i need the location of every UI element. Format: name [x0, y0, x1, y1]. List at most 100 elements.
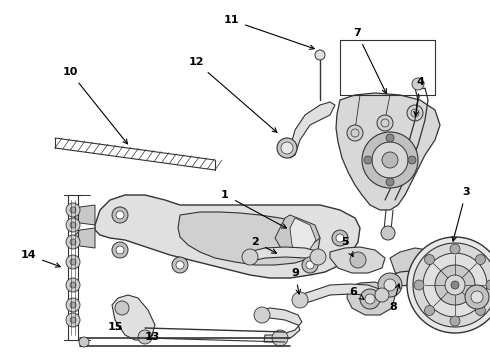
Ellipse shape — [112, 242, 128, 258]
Ellipse shape — [306, 261, 314, 269]
Ellipse shape — [475, 305, 486, 315]
Ellipse shape — [423, 253, 487, 317]
Ellipse shape — [70, 239, 76, 245]
Text: 15: 15 — [107, 322, 122, 332]
Text: 11: 11 — [223, 15, 314, 49]
Ellipse shape — [66, 313, 80, 327]
Ellipse shape — [292, 292, 308, 308]
Polygon shape — [330, 247, 385, 273]
Polygon shape — [72, 205, 95, 225]
Text: 9: 9 — [291, 268, 300, 294]
Ellipse shape — [70, 302, 76, 308]
Ellipse shape — [475, 255, 486, 265]
Ellipse shape — [242, 249, 258, 265]
Ellipse shape — [332, 230, 348, 246]
Text: 10: 10 — [62, 67, 127, 144]
Ellipse shape — [66, 218, 80, 232]
Ellipse shape — [347, 125, 363, 141]
Ellipse shape — [377, 115, 393, 131]
Ellipse shape — [116, 211, 124, 219]
Ellipse shape — [384, 279, 396, 291]
Polygon shape — [290, 102, 335, 158]
Text: 3: 3 — [452, 187, 470, 241]
Text: 6: 6 — [349, 287, 364, 299]
Ellipse shape — [435, 265, 475, 305]
Ellipse shape — [66, 255, 80, 269]
Ellipse shape — [407, 105, 423, 121]
Ellipse shape — [414, 280, 424, 290]
Ellipse shape — [115, 301, 129, 315]
Text: 8: 8 — [389, 284, 400, 312]
Ellipse shape — [381, 226, 395, 240]
Polygon shape — [112, 295, 155, 340]
Ellipse shape — [445, 275, 465, 295]
Ellipse shape — [70, 207, 76, 213]
Ellipse shape — [112, 207, 128, 223]
Ellipse shape — [277, 138, 297, 158]
Text: 13: 13 — [145, 332, 160, 342]
Ellipse shape — [412, 78, 424, 90]
Ellipse shape — [315, 50, 325, 60]
Ellipse shape — [70, 222, 76, 228]
Ellipse shape — [138, 330, 152, 344]
Ellipse shape — [413, 243, 490, 327]
Ellipse shape — [408, 156, 416, 164]
Ellipse shape — [176, 261, 184, 269]
Ellipse shape — [281, 142, 293, 154]
Ellipse shape — [362, 132, 418, 188]
Ellipse shape — [172, 257, 188, 273]
Text: 1: 1 — [221, 190, 287, 228]
Ellipse shape — [450, 244, 460, 254]
Polygon shape — [300, 284, 382, 305]
Text: 14: 14 — [20, 250, 60, 267]
Ellipse shape — [70, 282, 76, 288]
Ellipse shape — [70, 317, 76, 323]
Ellipse shape — [375, 288, 389, 302]
Ellipse shape — [386, 178, 394, 186]
Ellipse shape — [66, 298, 80, 312]
Polygon shape — [72, 228, 95, 248]
Ellipse shape — [465, 285, 489, 309]
Ellipse shape — [350, 252, 366, 268]
Ellipse shape — [254, 307, 270, 323]
Polygon shape — [290, 218, 316, 258]
Ellipse shape — [70, 259, 76, 265]
Ellipse shape — [424, 255, 435, 265]
Ellipse shape — [382, 152, 398, 168]
Ellipse shape — [116, 246, 124, 254]
Polygon shape — [385, 270, 480, 304]
Ellipse shape — [450, 316, 460, 326]
Polygon shape — [178, 212, 320, 265]
Text: 5: 5 — [341, 237, 353, 256]
Polygon shape — [390, 248, 435, 282]
Text: 12: 12 — [188, 57, 277, 132]
Text: 4: 4 — [414, 77, 424, 116]
Ellipse shape — [79, 337, 89, 347]
Ellipse shape — [471, 291, 483, 303]
Ellipse shape — [386, 134, 394, 142]
Ellipse shape — [310, 249, 326, 265]
Ellipse shape — [486, 280, 490, 290]
Ellipse shape — [336, 234, 344, 242]
Polygon shape — [347, 282, 395, 315]
Ellipse shape — [66, 203, 80, 217]
Ellipse shape — [424, 305, 435, 315]
Ellipse shape — [364, 156, 372, 164]
Polygon shape — [275, 215, 320, 255]
Ellipse shape — [407, 237, 490, 333]
Polygon shape — [95, 195, 360, 278]
Ellipse shape — [66, 235, 80, 249]
Ellipse shape — [272, 330, 288, 346]
Ellipse shape — [302, 257, 318, 273]
Ellipse shape — [66, 278, 80, 292]
Text: 7: 7 — [353, 28, 386, 93]
Ellipse shape — [365, 294, 375, 304]
Ellipse shape — [451, 281, 459, 289]
Ellipse shape — [378, 273, 402, 297]
Polygon shape — [336, 93, 440, 210]
Polygon shape — [248, 247, 320, 262]
Ellipse shape — [372, 142, 408, 178]
Ellipse shape — [360, 289, 380, 309]
Polygon shape — [260, 308, 302, 342]
Text: 2: 2 — [251, 237, 276, 253]
